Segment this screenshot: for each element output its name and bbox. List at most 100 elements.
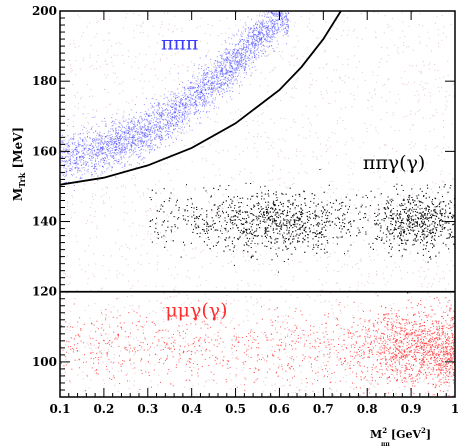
scatter-point: [167, 250, 169, 251]
scatter-point: [117, 146, 119, 147]
scatter-point: [283, 23, 285, 25]
scatter-point: [228, 87, 230, 89]
scatter-point: [109, 197, 111, 199]
scatter-point: [62, 175, 64, 176]
scatter-point: [418, 99, 420, 101]
scatter-point: [155, 312, 157, 314]
scatter-point: [110, 141, 112, 143]
scatter-point: [96, 163, 97, 165]
scatter-point: [371, 109, 373, 111]
scatter-point: [91, 127, 93, 128]
scatter-point: [143, 119, 145, 121]
scatter-point: [275, 329, 276, 331]
scatter-point: [409, 333, 410, 335]
scatter-point: [229, 124, 231, 126]
scatter-point: [433, 213, 434, 215]
scatter-point: [211, 76, 213, 78]
scatter-point: [274, 33, 275, 34]
scatter-point: [259, 34, 261, 36]
scatter-point: [261, 190, 263, 192]
scatter-point: [273, 6, 274, 7]
scatter-point: [257, 115, 259, 117]
scatter-point: [365, 27, 367, 29]
scatter-point: [86, 140, 88, 142]
scatter-point: [254, 43, 256, 45]
scatter-point: [275, 16, 277, 17]
scatter-point: [256, 24, 258, 26]
scatter-point: [242, 205, 244, 207]
scatter-point: [64, 313, 66, 315]
scatter-point: [448, 191, 450, 193]
scatter-point: [163, 157, 165, 159]
scatter-point: [282, 35, 284, 37]
scatter-point: [173, 194, 175, 196]
scatter-point: [260, 135, 262, 137]
scatter-point: [123, 62, 125, 64]
scatter-point: [102, 361, 104, 363]
scatter-point: [212, 91, 214, 93]
scatter-point: [88, 264, 90, 266]
scatter-point: [74, 298, 76, 299]
scatter-point: [138, 127, 140, 129]
scatter-point: [139, 150, 141, 152]
scatter-point: [184, 85, 186, 87]
scatter-point: [378, 187, 380, 189]
scatter-point: [143, 143, 144, 145]
scatter-point: [60, 157, 62, 159]
scatter-point: [106, 187, 108, 189]
scatter-point: [124, 165, 126, 167]
scatter-point: [424, 306, 426, 308]
scatter-point: [282, 12, 284, 14]
scatter-point: [108, 144, 109, 146]
scatter-point: [182, 108, 184, 110]
scatter-point: [266, 39, 268, 41]
scatter-point: [155, 120, 157, 122]
scatter-point: [138, 14, 140, 16]
scatter-point: [152, 86, 154, 88]
scatter-point: [96, 68, 98, 70]
scatter-point: [377, 132, 379, 134]
scatter-point: [418, 161, 419, 163]
scatter-point: [269, 18, 271, 20]
scatter-point: [375, 249, 377, 251]
scatter-point: [95, 130, 97, 132]
scatter-point: [208, 201, 210, 203]
scatter-point: [350, 167, 352, 169]
scatter-point: [168, 370, 170, 372]
scatter-point: [270, 227, 272, 229]
scatter-point: [112, 377, 114, 379]
scatter-point: [121, 156, 122, 158]
scatter-point: [355, 372, 357, 374]
scatter-point: [245, 55, 247, 57]
scatter-point: [286, 31, 288, 33]
scatter-point: [223, 84, 225, 86]
scatter-point: [85, 163, 87, 164]
scatter-point: [244, 58, 246, 60]
scatter-point: [87, 150, 89, 152]
scatter-point: [251, 346, 253, 348]
scatter-point: [276, 247, 278, 249]
scatter-point: [160, 138, 162, 140]
scatter-point: [280, 12, 282, 14]
scatter-point: [301, 333, 303, 335]
scatter-point: [206, 104, 208, 106]
scatter-point: [321, 42, 323, 44]
scatter-point: [111, 61, 113, 63]
scatter-point: [61, 390, 63, 392]
scatter-point: [213, 86, 215, 88]
scatter-point: [136, 124, 138, 126]
scatter-point: [287, 24, 289, 25]
scatter-point: [267, 28, 269, 30]
scatter-point: [253, 25, 255, 27]
scatter-point: [258, 20, 259, 22]
scatter-point: [203, 101, 205, 103]
scatter-point: [360, 323, 362, 325]
scatter-point: [117, 161, 119, 162]
scatter-point: [438, 155, 439, 157]
scatter-point: [234, 71, 236, 73]
scatter-point: [164, 231, 166, 233]
scatter-point: [132, 222, 134, 224]
scatter-point: [128, 344, 130, 346]
scatter-point: [236, 12, 238, 14]
scatter-point: [237, 199, 239, 201]
